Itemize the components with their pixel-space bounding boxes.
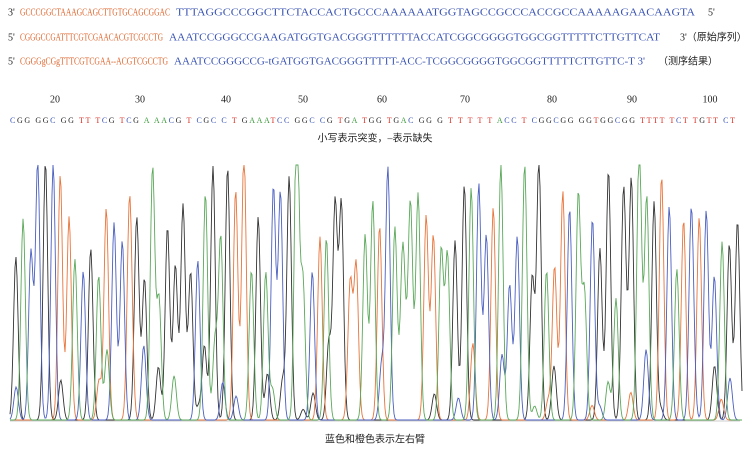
strand-start: 5'	[8, 56, 15, 67]
strand-start: 5'	[8, 32, 15, 43]
trace	[10, 164, 742, 421]
ruler-label: 80	[547, 94, 557, 105]
chromatogram	[9, 164, 743, 421]
caption: 蓝色和橙色表示左右臂	[325, 432, 425, 445]
ruler-label: 90	[627, 94, 637, 105]
right-arm: TTTAGGCCCGGCTTCTACCACTGCCCAAAAAATGGTAGCC…	[176, 7, 696, 18]
strand-end: 3'（原始序列）	[680, 30, 747, 43]
sequence-lines: 3' GCCCGGCTAAAGCAGCTTGTGCAGCGGAC TTTAGGCCC…	[8, 7, 747, 67]
ruler-label: 20	[50, 94, 60, 105]
note: 小写表示突变，–表示缺失	[318, 131, 433, 144]
right-arm: AAATCCGGGCCG-tGATGGTGACGGGTTTTT-ACC-TCGG…	[174, 56, 645, 67]
right-arm: AAATCCGGGCCGAAGATGGTGACGGGTTTTTTACCATCGG…	[169, 32, 660, 43]
ruler-label: 50	[298, 94, 308, 105]
position-ruler: 20 30 40 50 60 70 80 90 100	[50, 94, 718, 105]
ruler-label: 60	[377, 94, 387, 105]
ruler-label: 40	[221, 94, 231, 105]
strand-end: 5'	[708, 7, 715, 18]
trace	[9, 164, 743, 421]
left-arm: GCCCGGCTAAAGCAGCTTGTGCAGCGGAC	[20, 7, 170, 18]
left-arm: CGGGgCGgTTTCGTCGAA--ACGTCGCCTG	[20, 56, 168, 67]
ruler-label: 30	[135, 94, 145, 105]
ruler-label: 100	[703, 94, 718, 105]
ruler-label: 70	[460, 94, 470, 105]
left-arm: CGGGCCGATTTCGTCGAACACGTCGCCTG	[20, 32, 163, 43]
strand-start: 3'	[8, 7, 15, 18]
strand-end: （测序结果）	[658, 54, 718, 67]
